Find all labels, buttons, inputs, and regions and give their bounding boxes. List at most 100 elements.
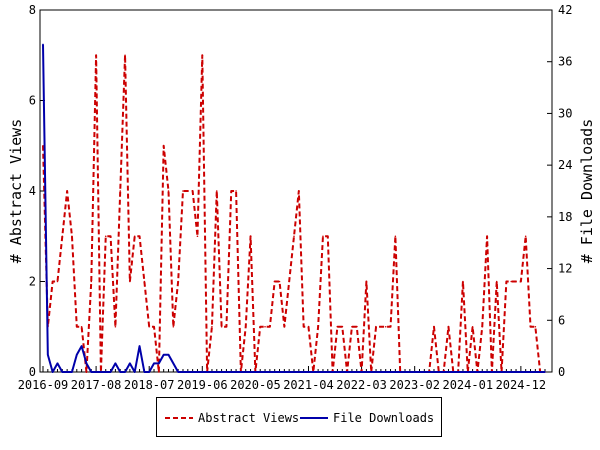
data-point <box>375 371 377 373</box>
data-point <box>370 371 373 373</box>
data-point <box>307 325 310 328</box>
data-point <box>230 371 233 373</box>
series-layer <box>42 43 546 373</box>
data-point <box>278 371 281 373</box>
data-point <box>51 280 54 283</box>
data-point <box>235 190 237 192</box>
data-point <box>235 371 237 373</box>
data-point <box>119 190 122 192</box>
data-point <box>56 362 59 365</box>
data-point <box>114 325 117 328</box>
data-point <box>90 371 93 373</box>
data-point <box>500 371 503 373</box>
data-point <box>322 235 324 238</box>
data-point <box>90 280 93 283</box>
x-tick-label: 2017-08 <box>71 378 122 392</box>
x-axis-ticks: 2016-09 2017-08 2018-07 2019-06 2020-05 2021-… <box>18 366 546 392</box>
data-point <box>230 190 233 192</box>
x-tick-label: 2020-05 <box>230 378 281 392</box>
data-point <box>486 235 488 238</box>
data-point <box>384 371 387 373</box>
data-point <box>249 371 252 373</box>
data-point <box>307 371 310 373</box>
data-point <box>351 371 353 373</box>
data-point <box>215 190 218 192</box>
legend-label-file-downloads: File Downloads <box>333 411 435 425</box>
x-tick-label: 2024-12 <box>496 378 547 392</box>
data-point <box>389 325 392 328</box>
data-point <box>409 371 411 373</box>
data-point <box>273 371 276 373</box>
data-point <box>486 371 488 373</box>
data-point <box>153 325 155 328</box>
data-point <box>177 280 179 283</box>
left-axis-ticks: 0 2 4 6 8 <box>29 3 45 379</box>
legend-item-abstract-views: Abstract Views <box>165 410 305 426</box>
data-point <box>505 371 508 373</box>
data-point <box>133 371 136 373</box>
data-point <box>109 235 112 238</box>
data-point <box>447 371 450 373</box>
y2-tick-label: 24 <box>558 158 572 172</box>
data-point <box>162 353 165 356</box>
data-point <box>539 371 541 373</box>
data-point <box>418 371 421 373</box>
data-point <box>515 371 517 373</box>
chart-legend: Abstract Views File Downloads <box>156 397 442 437</box>
data-point <box>148 371 150 373</box>
y2-tick-label: 42 <box>558 3 572 17</box>
data-point <box>394 235 397 238</box>
data-point <box>244 371 247 373</box>
data-point <box>225 325 228 328</box>
y-tick-label: 2 <box>29 275 36 289</box>
data-point <box>529 371 532 373</box>
y2-tick-label: 36 <box>558 55 572 69</box>
data-point <box>264 325 266 328</box>
data-point <box>544 371 546 373</box>
data-point <box>119 371 122 373</box>
data-point <box>85 362 88 365</box>
data-point <box>95 371 97 373</box>
data-point <box>206 371 208 373</box>
data-point <box>220 325 223 328</box>
data-point <box>462 280 464 283</box>
data-point <box>172 325 175 328</box>
y-tick-label: 8 <box>29 3 36 17</box>
x-tick-label: 2022-03 <box>336 378 387 392</box>
data-point <box>462 371 464 373</box>
data-point <box>322 371 324 373</box>
data-point <box>534 371 537 373</box>
data-point <box>269 371 271 373</box>
y2-tick-label: 18 <box>558 210 572 224</box>
data-point <box>259 371 262 373</box>
data-point <box>293 235 295 238</box>
data-point <box>346 371 348 373</box>
data-point <box>302 371 305 373</box>
data-point <box>71 371 73 373</box>
data-point <box>529 325 532 328</box>
data-point <box>158 362 160 365</box>
data-point <box>109 371 112 373</box>
y2-tick-label: 6 <box>558 313 565 327</box>
data-point <box>225 371 228 373</box>
data-point <box>104 371 107 373</box>
data-point <box>399 371 401 373</box>
data-point <box>471 371 474 373</box>
data-point <box>355 371 358 373</box>
data-point <box>341 325 344 328</box>
data-point <box>302 325 305 328</box>
data-point <box>433 371 435 373</box>
data-point <box>428 371 430 373</box>
data-point <box>143 280 146 283</box>
data-point <box>138 345 141 347</box>
data-point <box>254 371 257 373</box>
data-point <box>61 235 64 238</box>
data-point <box>75 353 78 356</box>
data-point <box>331 371 334 373</box>
data-point <box>457 371 459 373</box>
data-point <box>51 371 54 373</box>
data-point <box>187 371 189 373</box>
data-point <box>389 371 392 373</box>
data-point <box>336 371 339 373</box>
data-point <box>317 325 319 328</box>
